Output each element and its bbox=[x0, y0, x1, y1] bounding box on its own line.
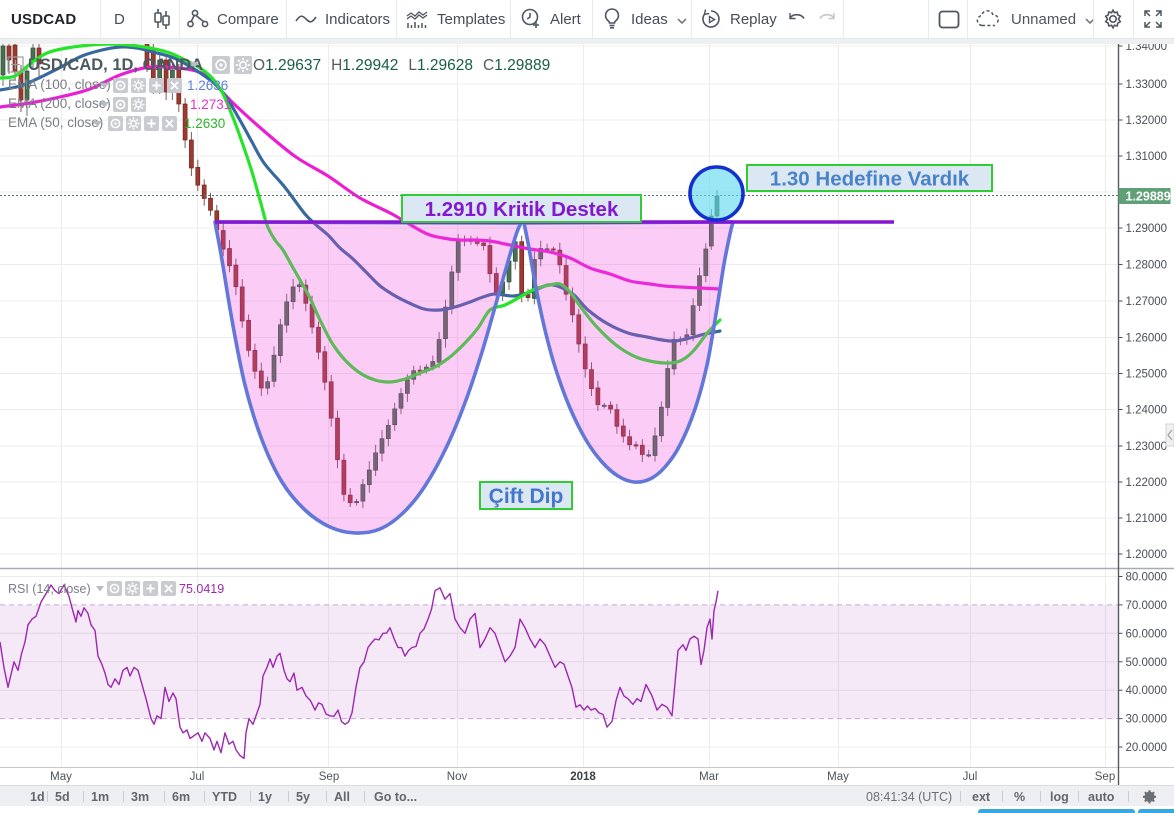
svg-text:50.0000: 50.0000 bbox=[1126, 657, 1168, 669]
svg-text:2018: 2018 bbox=[570, 771, 596, 783]
svg-text:1.20000: 1.20000 bbox=[1126, 549, 1168, 561]
svg-text:1.27000: 1.27000 bbox=[1126, 296, 1168, 308]
svg-text:Mar: Mar bbox=[699, 771, 719, 783]
svg-text:Çift Dip: Çift Dip bbox=[489, 485, 564, 508]
svg-text:Sep: Sep bbox=[319, 771, 339, 783]
svg-text:May: May bbox=[50, 771, 72, 783]
svg-text:Jul: Jul bbox=[963, 771, 978, 783]
svg-text:1.33000: 1.33000 bbox=[1126, 79, 1168, 91]
svg-text:1.29000: 1.29000 bbox=[1126, 223, 1168, 235]
svg-text:80.0000: 80.0000 bbox=[1126, 572, 1168, 584]
svg-text:1.2731: 1.2731 bbox=[190, 97, 231, 112]
svg-text:EMA (50, close): EMA (50, close) bbox=[8, 115, 103, 130]
svg-text:1.32000: 1.32000 bbox=[1126, 115, 1168, 127]
svg-text:Jul: Jul bbox=[190, 771, 205, 783]
svg-text:1.31000: 1.31000 bbox=[1126, 151, 1168, 163]
svg-text:30.0000: 30.0000 bbox=[1126, 714, 1168, 726]
svg-text:Sep: Sep bbox=[1095, 771, 1115, 783]
svg-text:1.2910 Kritik Destek: 1.2910 Kritik Destek bbox=[425, 198, 619, 221]
svg-text:60.0000: 60.0000 bbox=[1126, 628, 1168, 640]
svg-text:40.0000: 40.0000 bbox=[1126, 685, 1168, 697]
svg-text:1.28000: 1.28000 bbox=[1126, 260, 1168, 272]
svg-text:1.24000: 1.24000 bbox=[1126, 405, 1168, 417]
svg-text:1.2630: 1.2630 bbox=[184, 116, 225, 131]
svg-text:1.30 Hedefine Vardık: 1.30 Hedefine Vardık bbox=[770, 167, 970, 190]
svg-text:May: May bbox=[827, 771, 849, 783]
svg-text:1.23000: 1.23000 bbox=[1126, 441, 1168, 453]
svg-text:1.21000: 1.21000 bbox=[1126, 513, 1168, 525]
svg-text:1.26000: 1.26000 bbox=[1126, 333, 1168, 345]
svg-text:Nov: Nov bbox=[447, 771, 468, 783]
svg-text:1.2636: 1.2636 bbox=[187, 78, 228, 93]
svg-text:1.25000: 1.25000 bbox=[1126, 369, 1168, 381]
svg-text:75.0419: 75.0419 bbox=[179, 582, 224, 596]
svg-text:RSI (14, close): RSI (14, close) bbox=[8, 582, 91, 596]
svg-text:EMA (100, close): EMA (100, close) bbox=[8, 77, 111, 92]
svg-text:EMA (200, close): EMA (200, close) bbox=[8, 96, 111, 111]
svg-text:1.29889: 1.29889 bbox=[1126, 190, 1171, 204]
svg-text:USD/CAD, 1D, OANDA: USD/CAD, 1D, OANDA bbox=[28, 56, 203, 74]
svg-text:1.34000: 1.34000 bbox=[1126, 41, 1168, 53]
svg-text:1.22000: 1.22000 bbox=[1126, 477, 1168, 489]
svg-text:70.0000: 70.0000 bbox=[1126, 600, 1168, 612]
svg-text:20.0000: 20.0000 bbox=[1126, 742, 1168, 754]
